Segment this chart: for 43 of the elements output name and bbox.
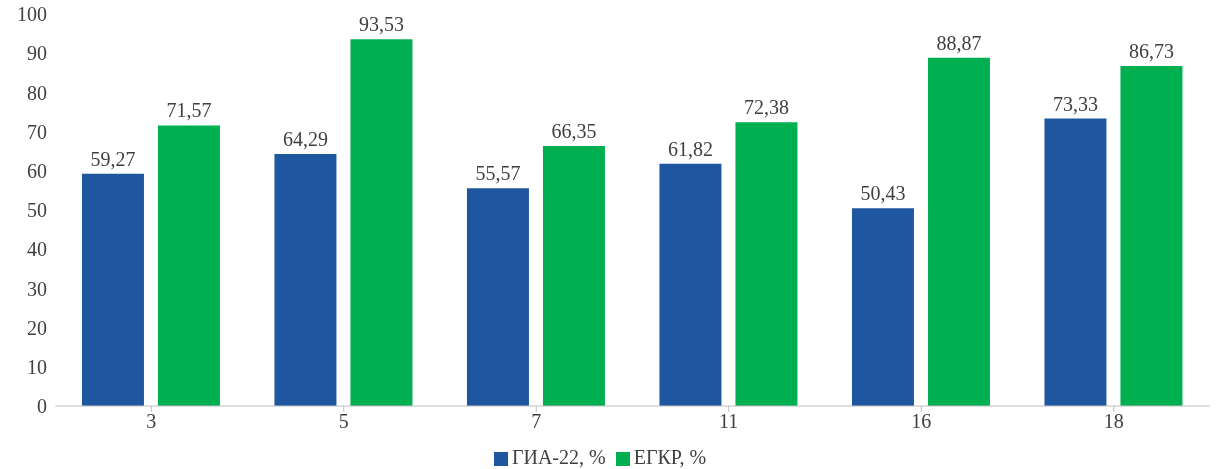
y-tick-label: 0: [37, 395, 47, 418]
y-tick-label: 60: [27, 159, 47, 182]
y-tick-label: 70: [27, 120, 47, 143]
y-tick-label: 80: [27, 81, 47, 104]
x-tick-label: 3: [146, 410, 157, 433]
x-tick-label: 7: [531, 410, 542, 433]
data-label: 72,38: [743, 96, 789, 119]
x-tick-label: 5: [338, 410, 349, 433]
bar: [927, 57, 990, 406]
data-label: 88,87: [936, 31, 982, 54]
x-tick-label: 11: [719, 410, 739, 433]
y-tick-label: 100: [17, 3, 47, 26]
y-tick-label: 90: [27, 42, 47, 65]
y-tick-label: 30: [27, 277, 47, 300]
data-label: 86,73: [1128, 40, 1174, 63]
bar: [274, 153, 337, 406]
data-label: 93,53: [358, 13, 404, 36]
data-label: 71,57: [166, 99, 212, 122]
y-tick-label: 40: [27, 238, 47, 261]
bar: [1120, 66, 1183, 406]
x-tick-label: 18: [1103, 410, 1124, 433]
data-label: 55,57: [475, 162, 521, 185]
data-label: 73,33: [1052, 92, 1098, 115]
legend-label: ГИА-22, %: [511, 446, 606, 468]
y-tick-label: 10: [27, 355, 47, 378]
data-label: 64,29: [282, 127, 328, 150]
data-label: 66,35: [551, 119, 597, 142]
data-label: 50,43: [860, 182, 906, 205]
data-label: 59,27: [90, 147, 136, 170]
bar: [157, 125, 220, 406]
data-label: 61,82: [667, 137, 713, 160]
x-tick-label: 16: [911, 410, 932, 433]
bar: [659, 163, 722, 406]
bar: [350, 39, 413, 406]
bar: [1044, 118, 1107, 406]
bar: [735, 122, 798, 406]
bar: [466, 188, 529, 406]
bar: [542, 145, 605, 406]
y-tick-label: 50: [27, 199, 47, 222]
bar: [81, 173, 144, 406]
bar: [851, 208, 914, 406]
y-tick-label: 20: [27, 316, 47, 339]
legend-label: ЕГКР, %: [633, 446, 707, 468]
